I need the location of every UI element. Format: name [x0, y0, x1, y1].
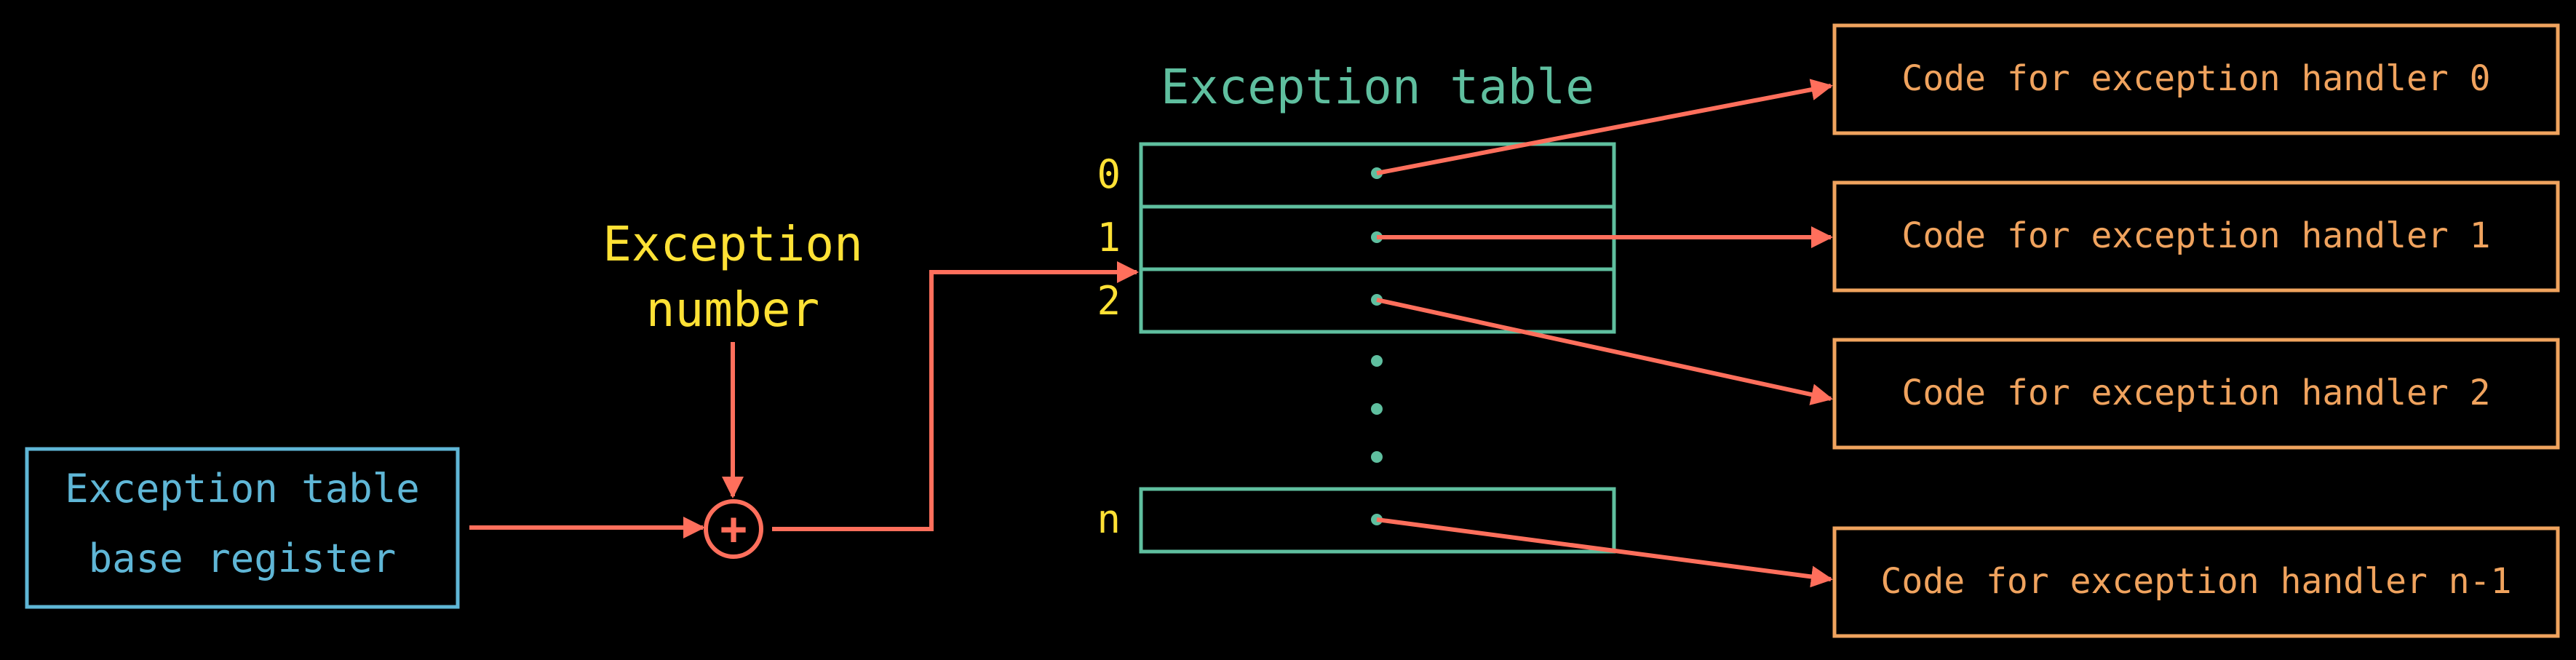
- pointer-arrow-0: [1376, 79, 1833, 175]
- handler-label-2: Code for exception handler 2: [1901, 373, 2490, 413]
- adder-symbol: +: [720, 502, 747, 555]
- pointer-arrow-2: [1376, 298, 1833, 405]
- table-index-2: 2: [1097, 278, 1121, 324]
- ellipsis-dot: [1371, 355, 1383, 367]
- handler-box-n: Code for exception handler n-1: [1832, 526, 2560, 638]
- handler-box-0: Code for exception handler 0: [1832, 23, 2560, 135]
- exception-table-title: Exception table: [1161, 59, 1594, 115]
- table-index-n: n: [1097, 496, 1121, 542]
- table-index-1: 1: [1097, 215, 1121, 261]
- table-index-0: 0: [1097, 151, 1121, 197]
- exception-table: Exception table 0 1 2 n: [1097, 59, 1616, 554]
- table-entry-2: [1139, 267, 1616, 334]
- ellipsis-dot: [1371, 451, 1383, 463]
- exception-number-line1: Exception: [603, 216, 863, 272]
- table-entry-n: [1139, 487, 1616, 554]
- handler-label-0: Code for exception handler 0: [1901, 58, 2490, 99]
- handler-box-1: Code for exception handler 1: [1832, 180, 2560, 293]
- table-ellipsis: [1371, 355, 1383, 463]
- base-register-label-line2: base register: [89, 536, 397, 581]
- adder-to-table-arrow: [772, 261, 1139, 531]
- handler-box-2: Code for exception handler 2: [1832, 338, 2560, 450]
- base-register-label-line1: Exception table: [65, 466, 420, 512]
- pointer-arrow-n: [1376, 517, 1833, 588]
- ellipsis-dot: [1371, 403, 1383, 415]
- adder-circle: [704, 499, 763, 559]
- base-register-box: Exception table base register: [25, 447, 460, 609]
- exception-number-label: Exception number: [603, 216, 863, 338]
- handler-label-n: Code for exception handler n-1: [1881, 561, 2512, 602]
- handler-label-1: Code for exception handler 1: [1901, 215, 2490, 256]
- adder: +: [704, 499, 763, 559]
- exception-number-line2: number: [646, 282, 819, 338]
